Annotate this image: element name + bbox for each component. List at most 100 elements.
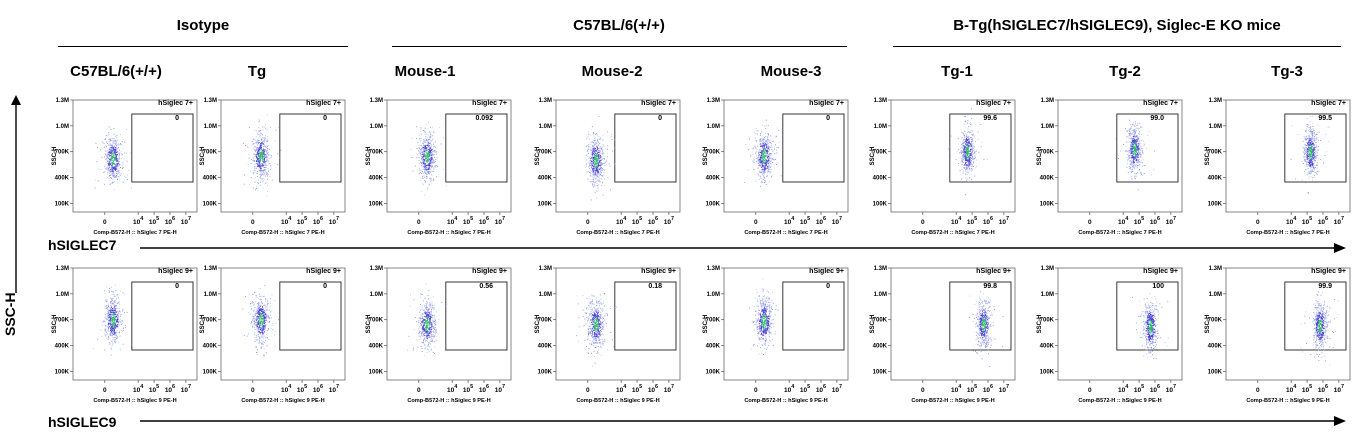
x-tick-label: 105 <box>149 216 159 226</box>
x-tick-label: 104 <box>1286 384 1297 394</box>
x-tick-label: 105 <box>632 384 642 394</box>
y-tick-label: 1.0M <box>1041 124 1054 130</box>
y-axis-title: SSC-H <box>366 315 372 334</box>
y-axis-title: SSC-H <box>1037 315 1043 334</box>
x-tick-label: 104 <box>447 384 458 394</box>
y-tick-label: 100K <box>706 369 721 375</box>
flow-plot-r0-c0: 100K 400K 700K 1.0M 1.3M 0 104 105 106 107 SSC-H Co… <box>52 98 198 236</box>
gate-rectangle <box>1284 281 1347 351</box>
y-tick-label: 700K <box>1040 318 1055 324</box>
y-axis-title: SSC-H <box>870 315 876 334</box>
x-tick-label: 107 <box>1166 216 1176 226</box>
y-tick-label: 400K <box>706 176 721 182</box>
x-tick-label: 106 <box>479 384 489 394</box>
x-axis-title: Comp-B572-H :: hSiglec 7 PE-H <box>241 230 324 236</box>
x-tick-label: 104 <box>1118 384 1129 394</box>
x-tick-label: 104 <box>784 216 795 226</box>
gate-label: hSiglec 9+ <box>809 268 844 275</box>
x-tick-label: 105 <box>297 384 307 394</box>
x-axis-title: Comp-B572-H :: hSiglec 7 PE-H <box>407 230 490 236</box>
event-dots <box>1290 115 1330 194</box>
y-tick-label: 1.3M <box>1209 266 1222 272</box>
y-axis-title: SSC-H <box>366 147 372 166</box>
group-title-tg-mice: B-Tg(hSIGLEC7/hSIGLEC9), Siglec-E KO mic… <box>953 17 1281 34</box>
x-tick-label: 106 <box>816 216 826 226</box>
y-tick-label: 700K <box>1208 318 1223 324</box>
gate-percent: 0 <box>658 115 662 122</box>
flow-plot-r0-c6: 100K 400K 700K 1.0M 1.3M 0 104 105 106 107 SSC-H Co… <box>1037 98 1183 236</box>
plot-frame <box>220 267 346 381</box>
y-tick-label: 100K <box>203 201 218 207</box>
event-dots <box>1132 292 1169 359</box>
group-underline-tg-mice <box>893 46 1341 47</box>
x-tick-label: 104 <box>447 216 458 226</box>
x-tick-label: 104 <box>281 216 292 226</box>
y-tick-label: 1.0M <box>539 292 552 298</box>
gate-rectangle <box>949 113 1012 183</box>
event-dots <box>1115 119 1155 191</box>
gate-rectangle <box>131 281 194 351</box>
y-tick-label: 400K <box>706 344 721 350</box>
gate-percent: 99.8 <box>983 283 997 290</box>
row-arrow-hsiglec9 <box>140 416 1346 426</box>
gate-percent: 0 <box>323 283 327 290</box>
y-axis-title: SSC-H <box>1205 315 1211 334</box>
plot-frame <box>555 267 681 381</box>
x-tick-label: 105 <box>967 384 977 394</box>
x-axis-title: Comp-B572-H :: hSiglec 9 PE-H <box>407 398 490 404</box>
gate-label: hSiglec 9+ <box>472 268 507 275</box>
gate-percent: 0.092 <box>475 115 493 122</box>
y-tick-label: 1.0M <box>1209 124 1222 130</box>
gate-percent: 0.56 <box>479 283 493 290</box>
y-tick-label: 1.3M <box>370 266 383 272</box>
gate-label: hSiglec 9+ <box>158 268 193 275</box>
gate-percent: 0 <box>826 115 830 122</box>
gate-percent: 99.9 <box>1318 283 1332 290</box>
flow-plot-r1-c7: 100K 400K 700K 1.0M 1.3M 0 104 105 106 107 SSC-H Co… <box>1205 266 1351 404</box>
y-tick-label: 700K <box>706 318 721 324</box>
x-tick-label: 106 <box>983 384 993 394</box>
y-tick-label: 400K <box>203 344 218 350</box>
x-tick-label: 105 <box>1302 216 1312 226</box>
x-tick-label: 107 <box>999 216 1009 226</box>
plot-frame <box>555 99 681 213</box>
y-tick-label: 100K <box>1040 369 1055 375</box>
x-axis-title: Comp-B572-H :: hSiglec 9 PE-H <box>93 398 176 404</box>
y-tick-label: 1.3M <box>204 266 217 272</box>
plot-frame <box>72 99 198 213</box>
x-tick-label: 0 <box>586 387 590 394</box>
y-tick-label: 1.3M <box>204 98 217 104</box>
column-title-7: Tg-3 <box>1271 63 1303 80</box>
y-tick-label: 700K <box>1040 150 1055 156</box>
y-tick-label: 400K <box>55 344 70 350</box>
y-tick-label: 700K <box>706 150 721 156</box>
gate-percent: 99.6 <box>983 115 997 122</box>
x-tick-label: 104 <box>133 216 144 226</box>
flow-plot-r1-c6: 100K 400K 700K 1.0M 1.3M 0 104 105 106 107 SSC-H Co… <box>1037 266 1183 404</box>
x-tick-label: 107 <box>1334 384 1344 394</box>
column-title-3: Mouse-2 <box>581 63 643 80</box>
x-tick-label: 107 <box>664 384 674 394</box>
column-title-4: Mouse-3 <box>760 63 822 80</box>
x-tick-label: 105 <box>1134 216 1144 226</box>
flow-plot-r1-c3: 100K 400K 700K 1.0M 1.3M 0 104 105 106 107 SSC-H Co… <box>535 266 681 404</box>
x-tick-label: 107 <box>329 384 339 394</box>
flow-plot-r1-c1: 100K 400K 700K 1.0M 1.3M 0 104 105 106 107 SSC-H Co… <box>200 266 346 404</box>
y-tick-label: 100K <box>369 201 384 207</box>
x-tick-label: 106 <box>165 384 175 394</box>
group-title-isotype: Isotype <box>176 17 230 34</box>
x-tick-label: 0 <box>417 219 421 226</box>
x-tick-label: 105 <box>463 216 473 226</box>
x-tick-label: 104 <box>616 384 627 394</box>
y-tick-label: 1.3M <box>707 98 720 104</box>
y-axis-title: SSC-H <box>200 147 206 166</box>
y-tick-label: 1.0M <box>539 124 552 130</box>
y-tick-label: 1.0M <box>56 124 69 130</box>
y-tick-label: 100K <box>1040 201 1055 207</box>
y-tick-label: 700K <box>873 318 888 324</box>
event-dots <box>92 284 134 356</box>
gate-label: hSiglec 7+ <box>1143 100 1178 107</box>
y-tick-label: 1.3M <box>539 98 552 104</box>
y-tick-label: 1.3M <box>56 98 69 104</box>
y-tick-label: 400K <box>873 176 888 182</box>
